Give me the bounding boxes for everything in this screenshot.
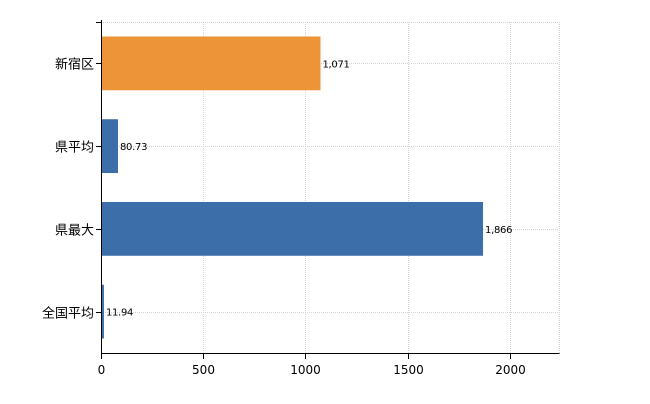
bar-3 [101,201,484,256]
x-tick-label-3: 1000 [290,363,321,377]
category-label-4: 全国平均 [42,306,94,322]
category-label-3: 県最大 [55,224,94,239]
bar-1 [101,36,321,91]
bar-4 [101,284,104,339]
bars [101,36,484,339]
axes [96,20,560,359]
data-label-4: 11.94 [106,308,133,319]
category-label-2: 県平均 [55,141,94,156]
x-tick-label-2: 500 [192,363,215,377]
data-label-2: 80.73 [120,142,147,153]
x-tick-label-4: 1500 [393,363,424,377]
x-tick-label-5: 2000 [495,363,526,377]
x-tick-label-1: 0 [98,363,106,377]
bar-2 [101,119,119,174]
category-label-1: 新宿区 [55,57,94,73]
data-label-3: 1,866 [485,225,512,236]
data-label-1: 1,071 [322,59,349,70]
